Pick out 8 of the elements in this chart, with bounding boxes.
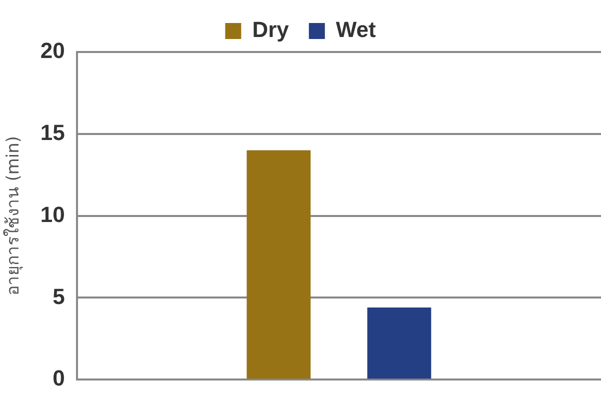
y-tick-label: 10: [40, 202, 65, 227]
y-tick-label: 20: [40, 38, 65, 64]
y-tick-label: 0: [52, 366, 65, 391]
y-tick-label: 5: [52, 284, 65, 309]
y-axis-title: อายุการใช้งาน (min): [2, 136, 24, 296]
y-tick-label: 15: [40, 120, 65, 145]
legend-label: Wet: [336, 17, 376, 42]
legend-label: Dry: [252, 17, 290, 42]
